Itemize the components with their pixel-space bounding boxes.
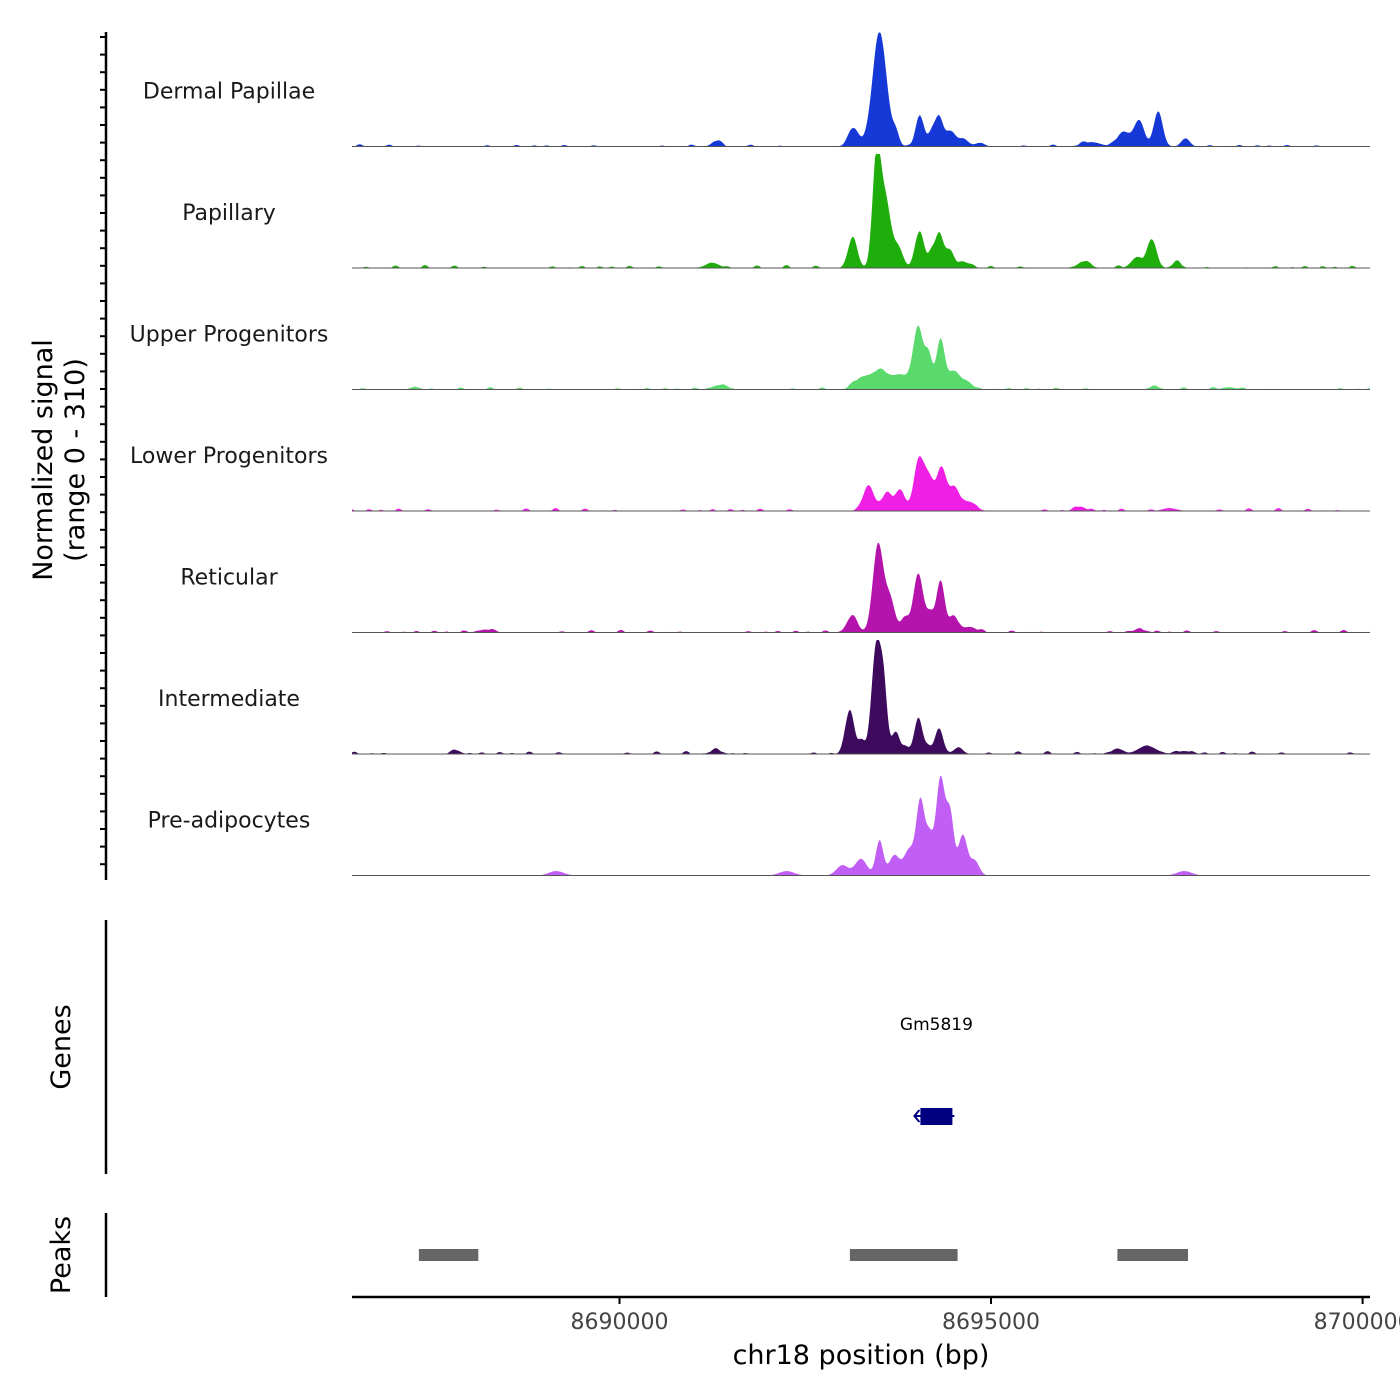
gene-label: Gm5819 — [900, 1015, 973, 1035]
track-label: Papillary — [182, 201, 276, 226]
track-label: Dermal Papillae — [143, 80, 315, 105]
genes-panel: Genes Gm5819 — [46, 920, 973, 1174]
x-axis: 8690000 8695000 8700000 — [352, 1295, 1400, 1335]
x-tick-label: 8690000 — [571, 1310, 669, 1335]
signal-y-axis — [100, 32, 108, 880]
y-axis-title-line2: (range 0 - 310) — [60, 358, 91, 562]
peaks-panel: Peaks — [46, 1213, 1188, 1297]
peaks-axis-title: Peaks — [46, 1216, 77, 1294]
x-axis-ticks: 8690000 8695000 8700000 — [571, 1297, 1400, 1335]
track-intermediate: Intermediate — [158, 640, 1370, 755]
x-tick-label: 8700000 — [1314, 1310, 1400, 1335]
track-label: Reticular — [180, 566, 278, 591]
peak-regions — [418, 1249, 1188, 1261]
track-label: Pre-adipocytes — [148, 809, 311, 834]
track-label: Upper Progenitors — [130, 323, 329, 348]
gene-exon — [920, 1108, 953, 1125]
genes-axis-title: Genes — [46, 1004, 77, 1089]
peak-region — [1117, 1249, 1188, 1261]
peak-region — [418, 1249, 479, 1261]
peak-region — [849, 1249, 958, 1261]
y-axis-title-line1: Normalized signal — [28, 339, 59, 581]
track-papillary: Papillary — [182, 154, 1370, 269]
y-axis-ticks — [100, 36, 106, 866]
gene-gm5819: Gm5819 — [900, 1015, 973, 1125]
track-lower-progenitors: Lower Progenitors — [130, 444, 1370, 512]
x-tick-label: 8695000 — [942, 1310, 1040, 1335]
coverage-tracks: Dermal Papillae Papillary Upper Progenitor… — [130, 32, 1370, 876]
track-dermal-papillae: Dermal Papillae — [143, 32, 1370, 147]
track-pre-adipocytes: Pre-adipocytes — [148, 775, 1370, 876]
strand-arrow — [913, 1109, 921, 1123]
track-upper-progenitors: Upper Progenitors — [130, 323, 1370, 390]
gene-annotations: Gm5819 — [900, 1015, 973, 1125]
track-reticular: Reticular — [180, 542, 1370, 633]
x-axis-title: chr18 position (bp) — [733, 1340, 990, 1371]
track-label: Intermediate — [158, 687, 300, 712]
track-label: Lower Progenitors — [130, 444, 328, 469]
